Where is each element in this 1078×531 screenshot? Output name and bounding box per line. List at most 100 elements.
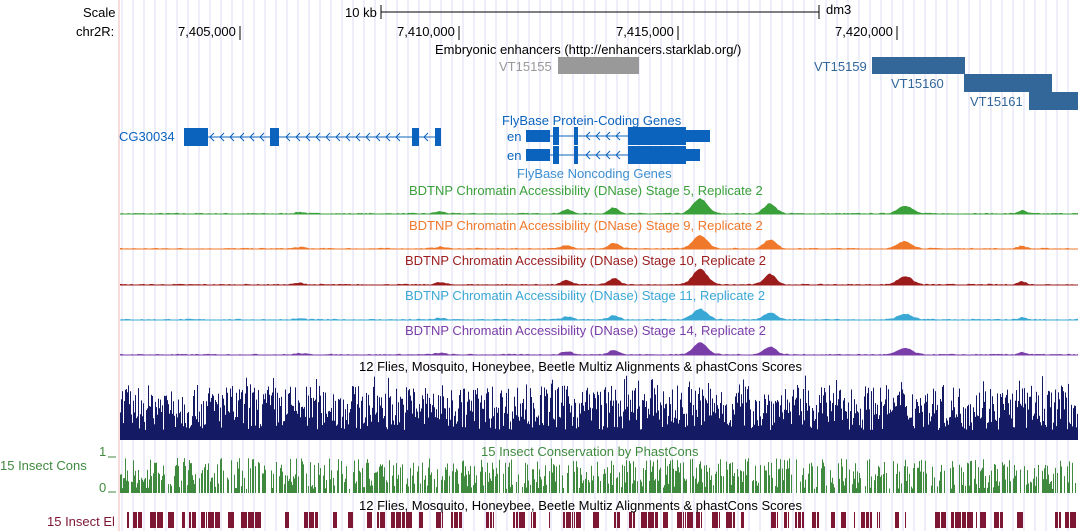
multiz-bar [539,425,540,440]
cons-bar [524,483,525,493]
multiz-bar [696,409,697,440]
cons-bar [217,464,218,493]
multiz-bar [138,388,139,440]
multiz-conservation-plot [120,375,1078,440]
multiz-bar [534,408,535,440]
cons-bar [227,477,228,493]
multiz-bar [1010,399,1011,440]
enhancer-label-VT15161[interactable]: VT15161 [970,94,1023,109]
cons-bar [387,482,388,493]
enhancer-label-VT15160[interactable]: VT15160 [891,76,944,91]
multiz-bar [1075,405,1076,440]
cons-bar [1042,470,1043,493]
protein-coding-track-title[interactable]: FlyBase Protein-Coding Genes [502,113,682,128]
enhancer-label-VT15159[interactable]: VT15159 [814,59,867,74]
multiz-bar [604,389,605,440]
multiz-bar [167,400,168,440]
multiz-bar [398,402,399,440]
multiz-bar [708,382,709,440]
multiz-bar [397,424,398,440]
multiz-bar [288,393,289,440]
multiz-bar [865,386,866,440]
dnase-track-title-stage11[interactable]: BDTNP Chromatin Accessibility (DNase) St… [405,288,766,303]
multiz-bar [259,427,260,440]
multiz-bar [266,402,267,440]
cons-bar [376,472,377,493]
multiz-bar [722,413,723,440]
ruler-tick-label: 7,405,000 [178,24,236,39]
multiz-bar [557,388,558,440]
multiz-bar [706,400,707,440]
multiz-bar [977,415,978,440]
multiz-bar [804,420,805,440]
insect-cons-side-label[interactable]: 15 Insect Cons [0,458,87,473]
gene-label-en[interactable]: en [507,129,522,144]
cons-bar [544,476,545,493]
cons-bar [1031,482,1032,493]
cons-bar [303,464,304,493]
multiz-bar [592,408,593,440]
multiz-bar [895,406,896,440]
multiz-bar [931,416,932,440]
cons-bar [527,464,528,493]
multiz-bar [894,402,895,440]
dnase-track-title-stage9[interactable]: BDTNP Chromatin Accessibility (DNase) St… [409,218,763,233]
multiz-bar [173,401,174,440]
multiz-bar [423,399,424,440]
multiz-bar [233,411,234,440]
cons-bar [852,484,853,493]
element-block [895,512,899,528]
dnase-track-title-stage5[interactable]: BDTNP Chromatin Accessibility (DNase) St… [409,183,763,198]
enhancer-features [558,57,1078,110]
insect-el-side-label[interactable]: 15 Insect El [47,514,115,529]
multiz-bar [319,385,320,440]
multiz-bar [692,415,693,440]
multiz-bar [1057,409,1058,440]
multiz-bar [415,417,416,440]
insect-el-track-title[interactable]: 12 Flies, Mosquito, Honeybee, Beetle Mul… [359,498,802,513]
multiz-bar [645,406,646,440]
multiz-bar [343,399,344,440]
enhancer-label-VT15155[interactable]: VT15155 [499,59,552,74]
cons-bar [262,473,263,493]
multiz-bar [1065,392,1066,440]
multiz-bar [178,399,179,440]
cons-bar [239,458,240,493]
multiz-bar [596,409,597,440]
multiz-bar [165,396,166,440]
cons-bar [740,470,741,493]
dnase-track-title-stage14[interactable]: BDTNP Chromatin Accessibility (DNase) St… [405,323,767,338]
multiz-track-title[interactable]: 12 Flies, Mosquito, Honeybee, Beetle Mul… [359,359,802,374]
multiz-bar [121,399,122,440]
insect-cons-track-title[interactable]: 15 Insect Conservation by PhastCons [481,444,699,459]
dnase-track-title-stage10[interactable]: BDTNP Chromatin Accessibility (DNase) St… [405,253,767,268]
multiz-bar [732,403,733,440]
enhancers-track-title[interactable]: Embryonic enhancers (http://enhancers.st… [435,42,742,57]
cons-bar [898,488,899,493]
multiz-bar [660,402,661,440]
gene-label-CG30034[interactable]: CG30034 [119,129,175,144]
multiz-bar [405,412,406,440]
cons-bar [344,482,345,493]
multiz-bar [633,412,634,440]
element-block [248,512,254,528]
cons-bar [394,485,395,493]
multiz-bar [208,393,209,440]
multiz-bar [1050,407,1051,440]
cons-bar [185,465,186,493]
multiz-bar [1004,410,1005,440]
cons-bar [398,474,399,493]
multiz-bar [529,424,530,440]
multiz-bar [254,387,255,440]
multiz-bar [168,404,169,440]
gene-label-en[interactable]: en [507,148,522,163]
cons-bar [125,458,126,493]
noncoding-track-title[interactable]: FlyBase Noncoding Genes [517,166,672,181]
multiz-bar [404,429,405,440]
cons-bar [483,485,484,493]
multiz-bar [876,414,877,440]
multiz-bar [364,422,365,440]
multiz-bar [920,397,921,440]
cons-bar [487,462,488,493]
multiz-bar [455,411,456,440]
